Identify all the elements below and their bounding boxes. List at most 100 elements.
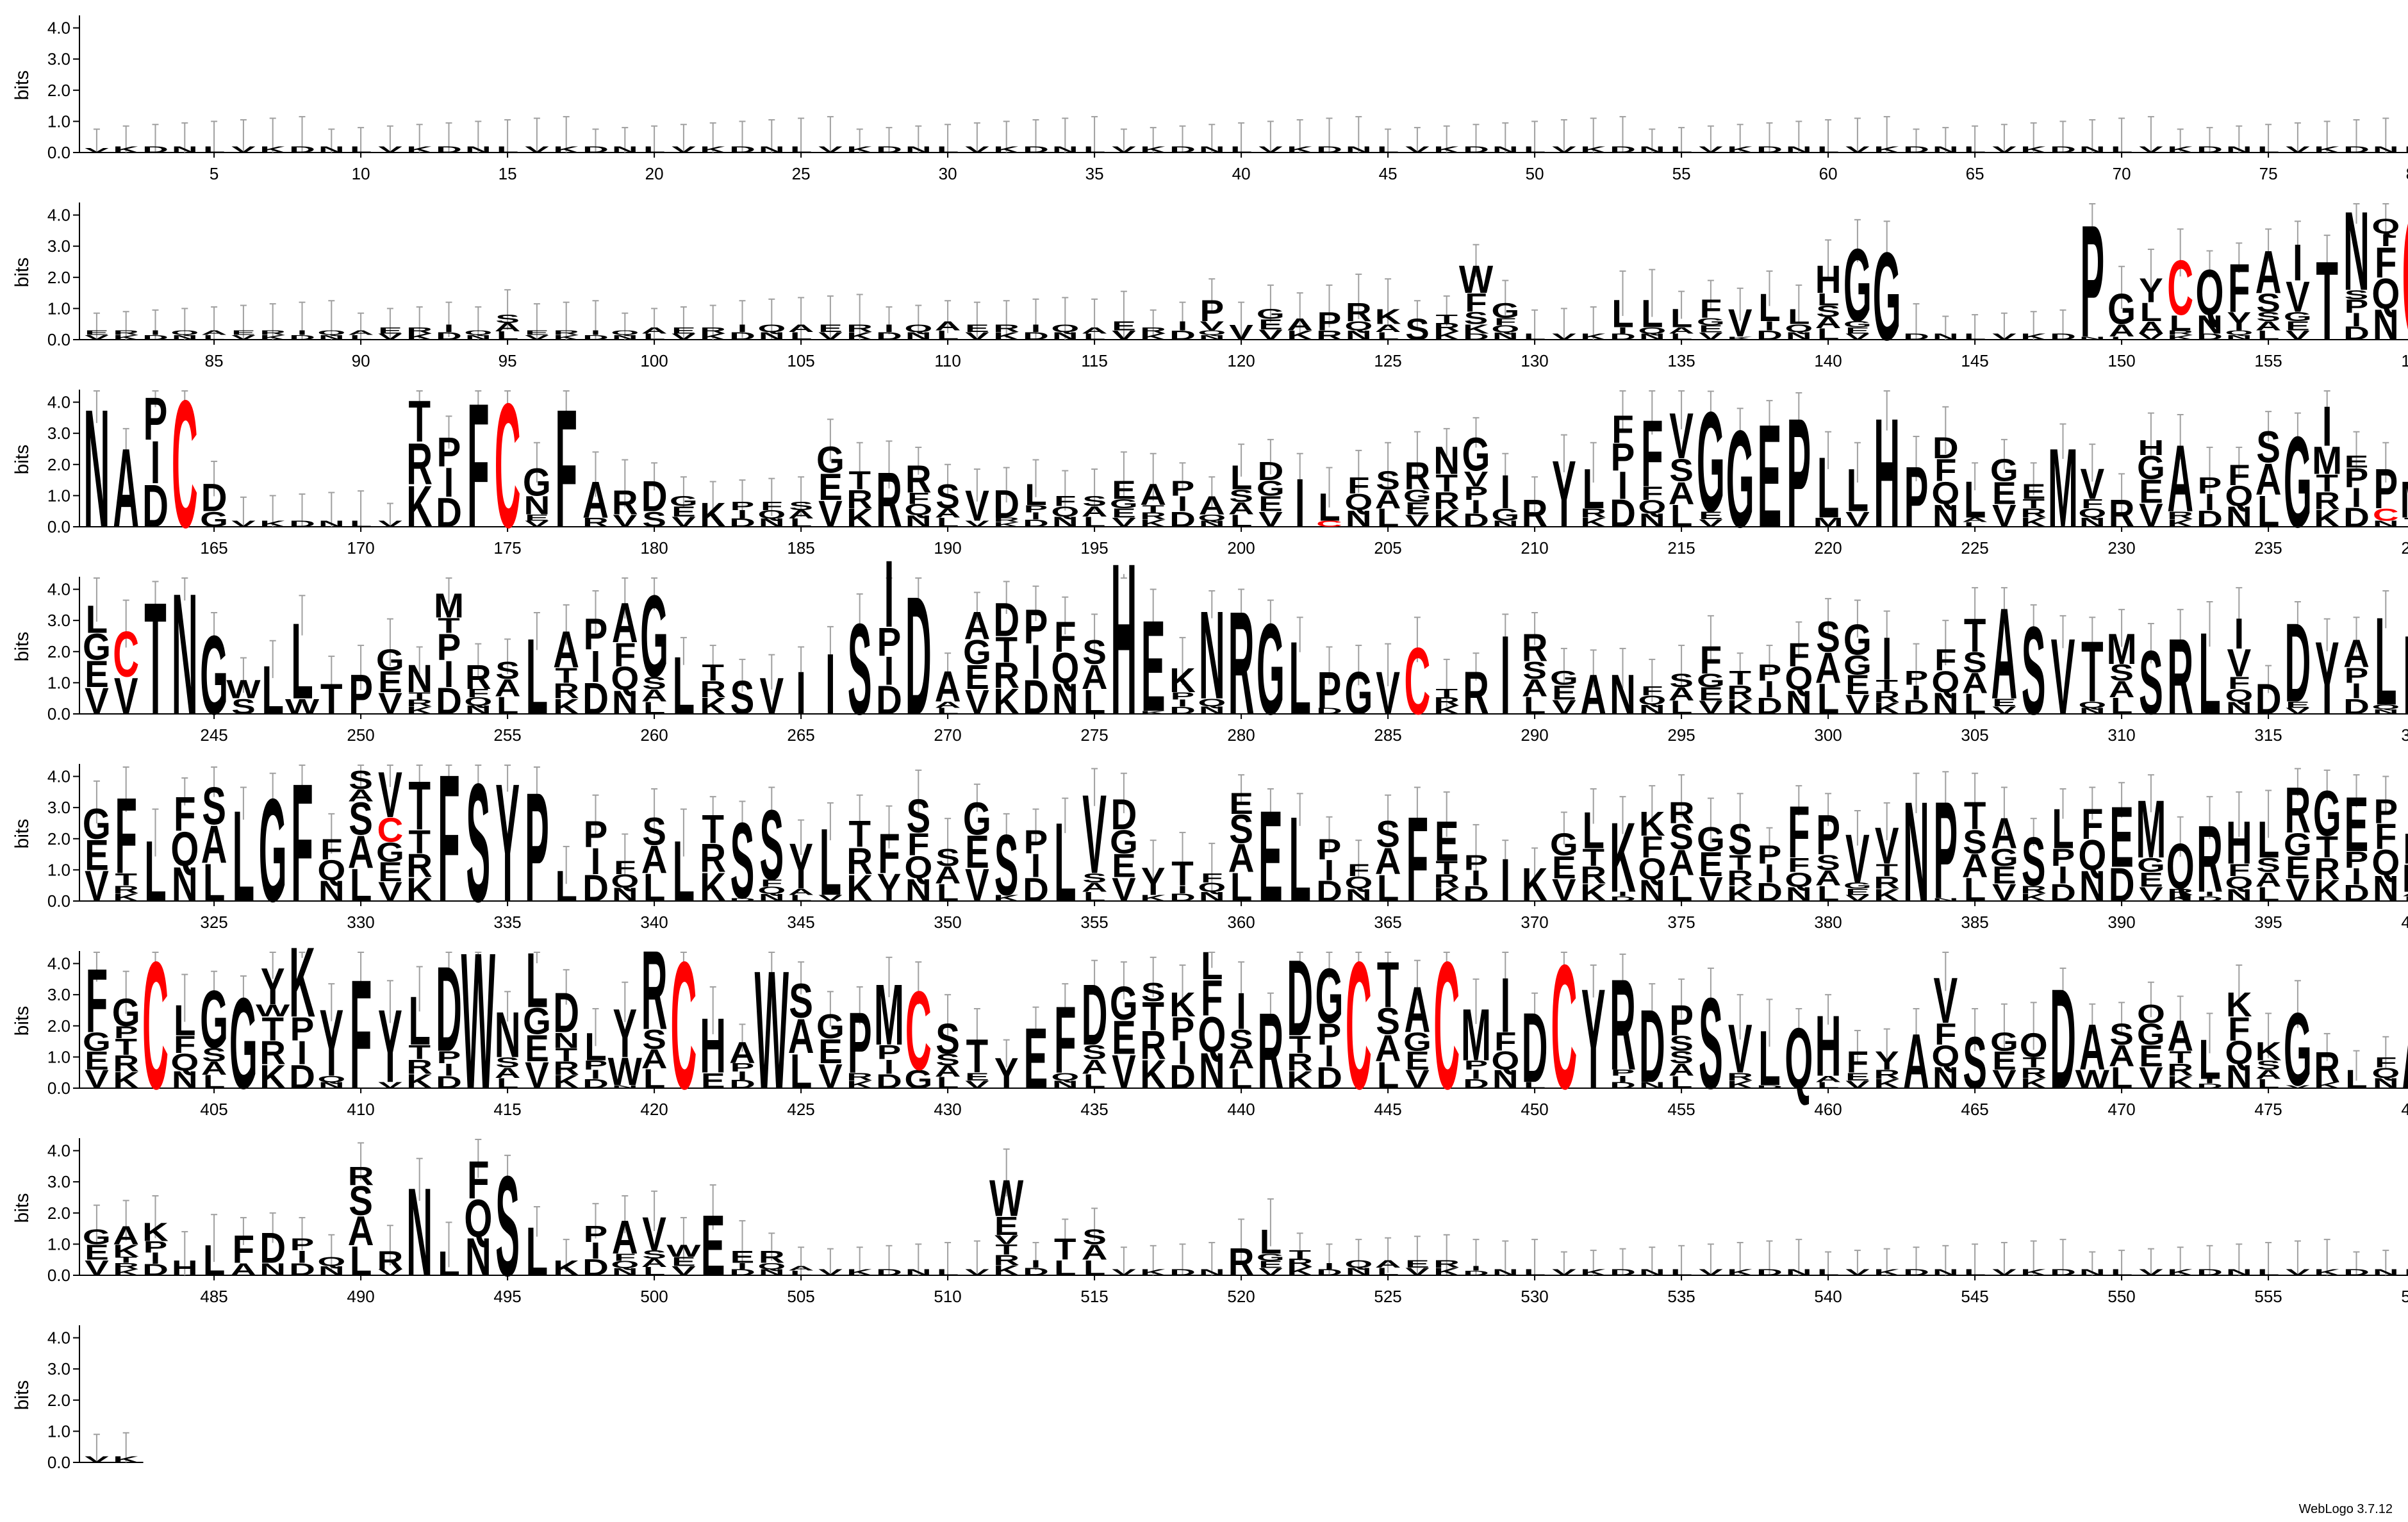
logo-letter-minor: S (1229, 1024, 1253, 1055)
logo-letter-minor: V (1552, 696, 1576, 718)
logo-letter-minor: Q (904, 502, 932, 519)
logo-letter-minor: D (2050, 332, 2076, 342)
logo-letter-minor: A (641, 1044, 668, 1075)
logo-letter-minor: L (350, 145, 372, 154)
logo-letter-minor: L (1670, 499, 1693, 534)
logo-letter-minor: L (1230, 864, 1252, 910)
logo-letter-v: V (759, 667, 784, 725)
logo-letter-minor: F (1348, 473, 1370, 499)
logo-letter-s: S (730, 800, 755, 921)
x-tick-label: 155 (2254, 351, 2282, 370)
logo-letter-minor: T (2316, 831, 2338, 864)
logo-letter-h: H (700, 1003, 726, 1090)
logo-letter-v: V (2051, 616, 2075, 737)
x-tick-label: 285 (1374, 725, 1401, 745)
logo-letter-minor: A (495, 321, 521, 334)
logo-letter-minor: I (1178, 883, 1188, 895)
logo-letter-y: Y (261, 957, 285, 1015)
logo-letter-minor: I (1178, 318, 1188, 333)
logo-letter-minor: I (1471, 1067, 1481, 1081)
logo-letter-minor: K (113, 1268, 139, 1277)
x-tick-label: 355 (1080, 913, 1108, 932)
logo-letter-minor: N (1933, 687, 1959, 721)
logo-letter-minor: I (1765, 318, 1775, 333)
logo-letter-d: D (2255, 675, 2282, 724)
logo-letter-minor: T (408, 389, 431, 455)
logo-letter-minor: Q (1785, 661, 1813, 697)
logo-letter-minor: D (1316, 706, 1342, 716)
logo-letter-d: D (1082, 966, 1108, 1063)
logo-letter-minor: N (1639, 1080, 1665, 1090)
logo-letter-minor: D (729, 517, 755, 529)
logo-letter-r: R (2197, 806, 2223, 913)
logo-letter-minor: S (2256, 854, 2280, 876)
logo-letter-minor: D (2343, 881, 2370, 906)
logo-letter-minor: K (1874, 145, 1900, 154)
logo-letter-c: C (1346, 925, 1372, 1127)
logo-letter-minor: N (1346, 506, 1372, 532)
logo-letter-w: W (755, 937, 789, 1125)
logo-letter-minor: D (876, 330, 902, 342)
logo-letter-r: R (465, 658, 491, 697)
logo-letter-minor: S (1963, 824, 1987, 861)
logo-letter-minor: Q (1051, 1070, 1079, 1082)
x-tick-label: 80 (2406, 164, 2408, 183)
logo-letter-m: M (2400, 470, 2408, 528)
x-tick-label: 305 (1961, 725, 1988, 745)
logo-letter-k: K (289, 926, 315, 1038)
logo-row-4: bits 0.0 1.0 2.0 3.0 4.0 245 250 255 260 265 270 275… (12, 574, 2408, 745)
y-tick-label: 4.0 (47, 1141, 70, 1161)
logo-letter-minor: E (85, 654, 109, 695)
logo-letter-t: T (1171, 854, 1194, 893)
logo-letter-minor: S (1669, 670, 1694, 691)
logo-letter-c: C (377, 811, 404, 850)
y-tick-label: 1.0 (47, 112, 70, 131)
y-tick-label: 3.0 (47, 985, 70, 1004)
logo-letter-minor: R (113, 1051, 139, 1077)
logo-letter-minor: S (789, 500, 813, 513)
logo-letter-minor: G (963, 633, 991, 672)
logo-letter-a: A (729, 1036, 755, 1070)
logo-letter-minor: P (1171, 690, 1195, 702)
logo-letter-w: W (666, 1241, 701, 1261)
logo-letter-minor: K (846, 1268, 873, 1277)
logo-letter-k: K (1610, 802, 1636, 913)
logo-letter-v: V (2227, 642, 2251, 685)
logo-letter-minor: P (1024, 824, 1048, 861)
logo-letter-minor: L (1964, 1268, 1986, 1277)
logo-letter-minor: E (1699, 683, 1723, 704)
logo-letter-minor: E (818, 1032, 843, 1071)
logo-letter-minor: D (876, 677, 902, 723)
logo-letter-minor: D (1756, 879, 1783, 907)
logo-letter-n: N (2343, 188, 2370, 314)
y-tick-label: 0.0 (47, 517, 70, 536)
x-tick-label: 340 (640, 913, 668, 932)
logo-letter-l: L (1670, 304, 1693, 333)
logo-letter-w: W (608, 1050, 643, 1093)
logo-letter-minor: K (553, 334, 579, 341)
logo-letter-minor: R (2167, 887, 2193, 897)
logo-letter-minor: N (1492, 1268, 1519, 1277)
logo-letter-v: V (114, 667, 138, 725)
logo-letter-s: S (994, 816, 1019, 913)
logo-letter-minor: T (1435, 313, 1458, 326)
logo-letter-d: D (641, 473, 668, 521)
logo-letter-v: V (1376, 660, 1400, 727)
logo-letter-minor: D (1316, 1061, 1342, 1095)
logo-letter-minor: S (2256, 310, 2280, 324)
logo-letter-minor: G (1110, 824, 1138, 861)
logo-letter-minor: R (406, 432, 433, 498)
logo-letter-minor: T (848, 467, 871, 495)
logo-letter-minor: K (993, 145, 1019, 154)
logo-letter-n: N (1610, 663, 1636, 726)
logo-letter-minor: I (1031, 848, 1041, 884)
logo-letter-a: A (1140, 478, 1166, 512)
logo-letter-minor: N (1346, 328, 1372, 342)
logo-letter-minor: L (1670, 868, 1693, 909)
logo-letter-s: S (936, 477, 960, 516)
logo-letter-minor: I (1324, 1261, 1335, 1271)
x-tick-label: 280 (1227, 725, 1255, 745)
logo-letter-r: R (582, 515, 609, 529)
logo-letter-p: P (2373, 457, 2398, 520)
logo-letter-minor: L (937, 328, 959, 342)
